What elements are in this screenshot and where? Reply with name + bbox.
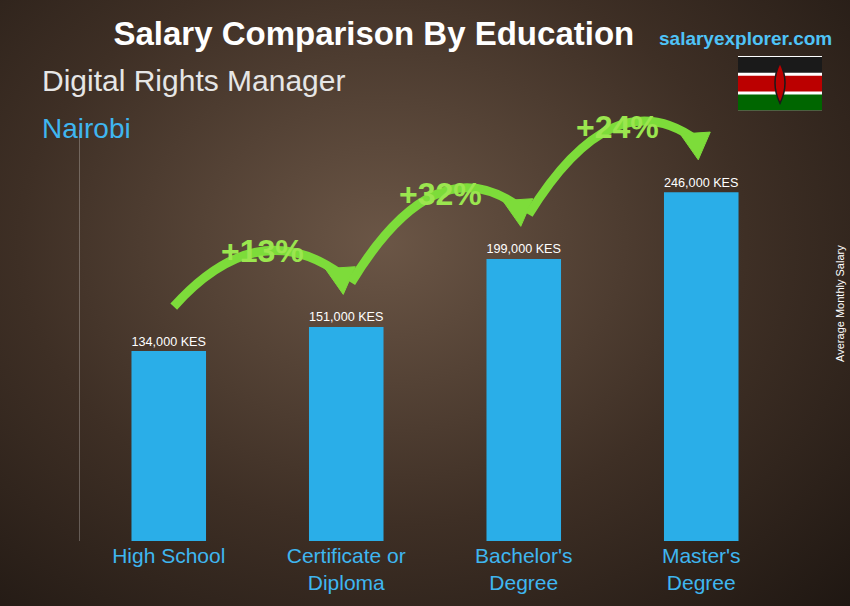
svg-text:Nairobi: Nairobi — [42, 113, 131, 144]
svg-text:+32%: +32% — [399, 176, 482, 212]
svg-text:Digital Rights Manager: Digital Rights Manager — [42, 64, 345, 97]
svg-text:High School: High School — [112, 544, 225, 567]
svg-text:Average Monthly Salary: Average Monthly Salary — [834, 245, 846, 362]
svg-text:salaryexplorer.com: salaryexplorer.com — [659, 28, 832, 49]
svg-text:199,000 KES: 199,000 KES — [487, 242, 561, 256]
svg-text:246,000 KES: 246,000 KES — [664, 176, 738, 190]
svg-text:Salary Comparison By Education: Salary Comparison By Education — [113, 15, 634, 52]
svg-text:+24%: +24% — [576, 109, 659, 145]
svg-text:Certificate orDiploma: Certificate orDiploma — [287, 544, 406, 594]
svg-text:151,000 KES: 151,000 KES — [309, 310, 383, 324]
svg-text:134,000 KES: 134,000 KES — [132, 335, 206, 349]
svg-text:Bachelor'sDegree: Bachelor'sDegree — [475, 544, 572, 594]
svg-text:Master'sDegree: Master'sDegree — [662, 544, 741, 594]
svg-text:+13%: +13% — [221, 233, 304, 269]
